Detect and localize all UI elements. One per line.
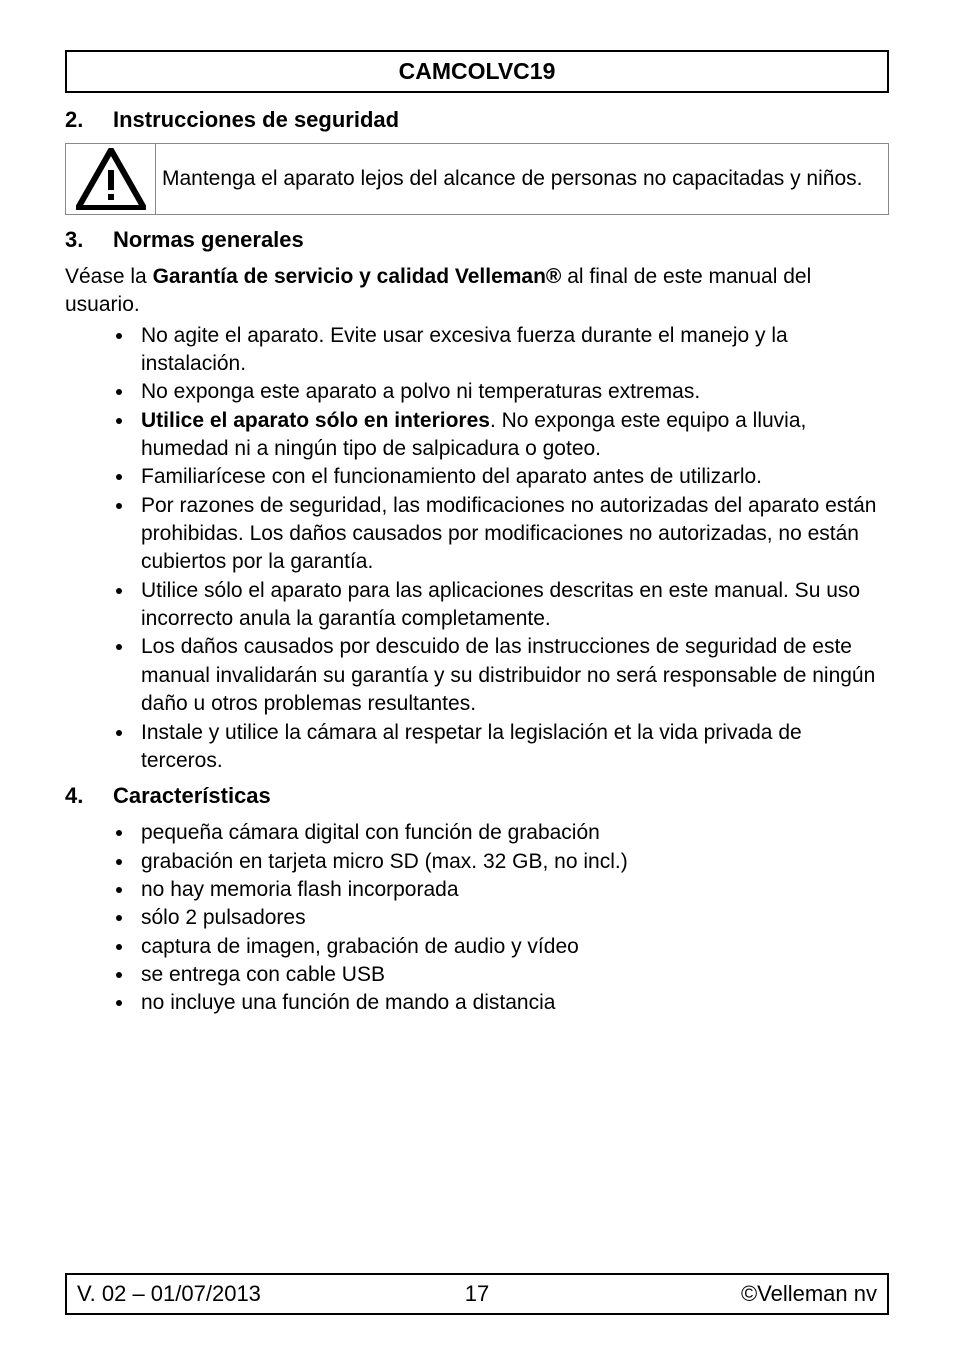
list-text: Familiarícese con el funcionamiento del … [141, 465, 762, 488]
section-4-title: Características [113, 783, 271, 808]
header-title-box: CAMCOLVC19 [65, 50, 889, 93]
list-item: no incluye una función de mando a distan… [135, 989, 889, 1017]
list-text: captura de imagen, grabación de audio y … [141, 935, 579, 958]
list-item: No exponga este aparato a polvo ni tempe… [135, 378, 889, 406]
section-3-intro-bold: Garantía de servicio y calidad Velleman® [153, 265, 562, 288]
list-item: Utilice sólo el aparato para las aplicac… [135, 577, 889, 634]
list-text: sólo 2 pulsadores [141, 906, 306, 929]
footer-version: V. 02 – 01/07/2013 [77, 1281, 261, 1307]
footer-copyright: ©Velleman nv [741, 1281, 877, 1307]
list-text: Instale y utilice la cámara al respetar … [141, 721, 802, 772]
section-4-heading: 4.Características [65, 783, 889, 809]
section-3-intro-prefix: Véase la [65, 265, 153, 288]
list-text: Utilice sólo el aparato para las aplicac… [141, 579, 860, 630]
list-text: se entrega con cable USB [141, 963, 385, 986]
list-text: no hay memoria flash incorporada [141, 878, 459, 901]
list-text: No exponga este aparato a polvo ni tempe… [141, 380, 700, 403]
list-item: no hay memoria flash incorporada [135, 876, 889, 904]
list-item: grabación en tarjeta micro SD (max. 32 G… [135, 848, 889, 876]
list-item: Por razones de seguridad, las modificaci… [135, 492, 889, 577]
header-title: CAMCOLVC19 [399, 58, 556, 84]
footer-page: 17 [465, 1281, 489, 1307]
warning-icon-cell [66, 144, 156, 215]
list-text: Por razones de seguridad, las modificaci… [141, 494, 876, 574]
list-text: grabación en tarjeta micro SD (max. 32 G… [141, 850, 628, 873]
list-bold: Utilice el aparato sólo en interiores [141, 409, 490, 432]
list-item: captura de imagen, grabación de audio y … [135, 933, 889, 961]
section-2-title: Instrucciones de seguridad [113, 107, 399, 132]
section-2-num: 2. [65, 107, 113, 133]
warning-text-cell: Mantenga el aparato lejos del alcance de… [156, 144, 889, 215]
list-item: No agite el aparato. Evite usar excesiva… [135, 322, 889, 379]
list-text: no incluye una función de mando a distan… [141, 991, 555, 1014]
section-3-heading: 3.Normas generales [65, 227, 889, 253]
section-3-num: 3. [65, 227, 113, 253]
list-text: pequeña cámara digital con función de gr… [141, 821, 600, 844]
list-item: pequeña cámara digital con función de gr… [135, 819, 889, 847]
section-3-intro: Véase la Garantía de servicio y calidad … [65, 263, 889, 320]
section-4-num: 4. [65, 783, 113, 809]
warning-text: Mantenga el aparato lejos del alcance de… [162, 167, 862, 190]
list-item: Los daños causados por descuido de las i… [135, 633, 889, 718]
section-2-heading: 2.Instrucciones de seguridad [65, 107, 889, 133]
list-item: sólo 2 pulsadores [135, 904, 889, 932]
list-item: se entrega con cable USB [135, 961, 889, 989]
list-item: Familiarícese con el funcionamiento del … [135, 463, 889, 491]
footer-box: V. 02 – 01/07/2013 17 ©Velleman nv [65, 1273, 889, 1315]
list-item: Utilice el aparato sólo en interiores. N… [135, 407, 889, 464]
section-4-list: pequeña cámara digital con función de gr… [65, 819, 889, 1017]
warning-triangle-icon [76, 148, 146, 210]
section-3-list: No agite el aparato. Evite usar excesiva… [65, 322, 889, 776]
warning-table: Mantenga el aparato lejos del alcance de… [65, 143, 889, 215]
list-text: Los daños causados por descuido de las i… [141, 635, 875, 715]
section-3-title: Normas generales [113, 227, 304, 252]
list-item: Instale y utilice la cámara al respetar … [135, 719, 889, 776]
list-text: No agite el aparato. Evite usar excesiva… [141, 324, 788, 375]
